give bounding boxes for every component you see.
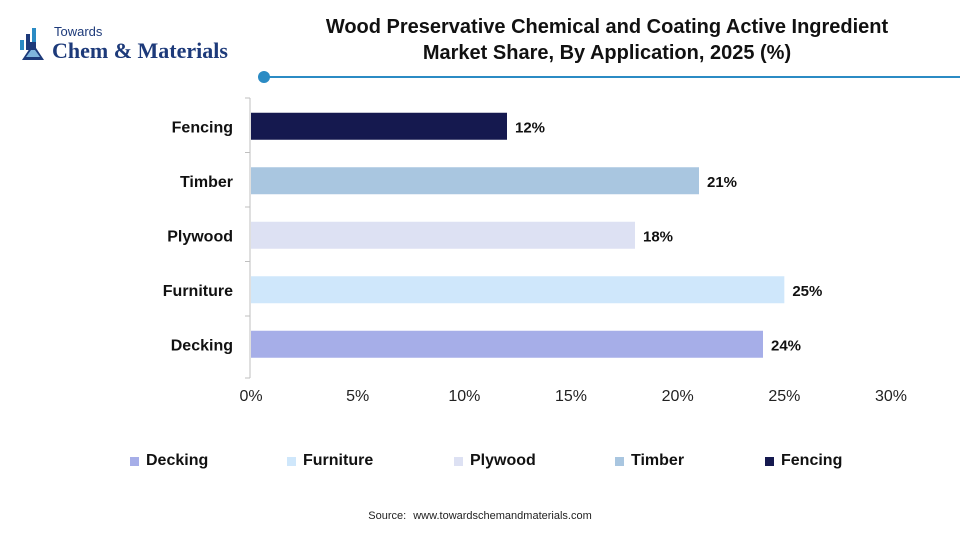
logo-text-chem-materials: Chem & Materials [52,38,228,63]
source-note: Source: www.towardschemandmaterials.com [0,510,960,522]
data-label-plywood: 18% [643,228,673,245]
data-label-fencing: 12% [515,119,545,136]
bar-furniture [251,276,785,304]
bar-decking [251,330,763,358]
flask-logo-icon [20,28,44,60]
title-rule [264,76,960,78]
x-tick-label: 20% [662,388,694,405]
chart-title: Wood Preservative Chemical and Coating A… [262,14,952,66]
legend-swatch [130,456,139,466]
legend-swatch [287,456,296,466]
legend-item-fencing: Fencing [765,452,842,470]
category-label-fencing: Fencing [172,119,233,136]
legend-swatch [454,456,463,466]
category-label-timber: Timber [180,174,233,191]
legend-swatch [765,456,774,466]
source-url: www.towardschemandmaterials.com [413,510,592,522]
legend-item-decking: Decking [130,452,208,470]
legend-swatch [615,456,624,466]
data-label-furniture: 25% [792,283,822,300]
category-label-decking: Decking [171,337,233,354]
x-tick-label: 25% [768,388,800,405]
chart-title-line-1: Wood Preservative Chemical and Coating A… [325,16,889,38]
x-tick-label: 10% [448,388,480,405]
bar-chart: Fencing 12% Timber 21% Plywood 18% Furniture 25… [163,97,907,405]
x-tick-label: 15% [555,388,587,405]
legend-item-timber: Timber [615,452,684,470]
legend-label: Plywood [470,452,536,469]
legend-label: Furniture [303,452,374,469]
data-label-decking: 24% [771,337,801,354]
legend-label: Fencing [781,452,843,469]
bar-timber [251,167,699,195]
brand-logo: Towards Chem & Materials [14,20,254,70]
legend-label: Decking [146,452,209,469]
x-tick-label: 0% [239,388,262,405]
data-label-timber: 21% [707,174,737,191]
logo-text-towards: Towards [54,24,103,39]
legend-item-furniture: Furniture [287,452,373,470]
legend-item-plywood: Plywood [454,452,536,470]
chart-title-line-2: Market Share, By Application, 2025 (%) [422,42,792,64]
legend-label: Timber [631,452,685,469]
bar-plywood [251,221,635,249]
category-label-plywood: Plywood [167,228,233,245]
bar-fencing [251,112,507,140]
x-tick-label: 30% [875,388,907,405]
chart-legend: Decking Furniture Plywood Timber Fencing [0,452,960,474]
source-label: Source: [368,510,407,522]
category-label-furniture: Furniture [163,283,233,300]
x-tick-label: 5% [346,388,369,405]
